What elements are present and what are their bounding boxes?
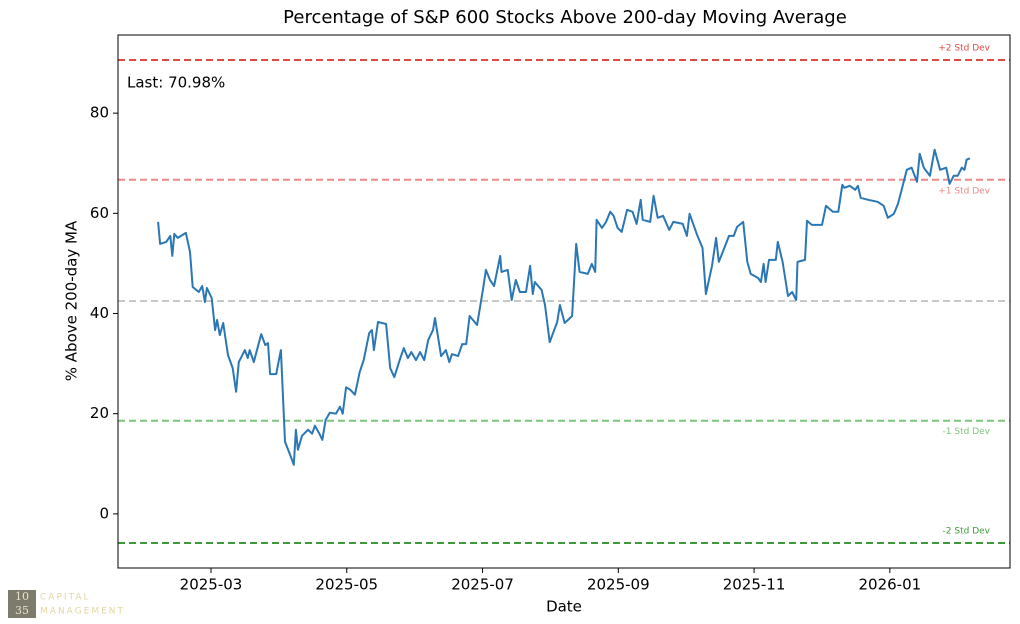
watermark: 10 35 CAPITAL MANAGEMENT	[8, 590, 125, 618]
logo-bottom: 35	[15, 604, 29, 617]
x-axis-label: Date	[546, 598, 582, 616]
x-tick-label: 2026-01	[859, 576, 922, 594]
x-tick-label: 2025-11	[723, 576, 786, 594]
y-axis-label: % Above 200-day MA	[63, 220, 81, 381]
reference-label: -2 Std Dev	[943, 526, 991, 536]
logo-top: 10	[15, 590, 29, 603]
plot-frame	[117, 34, 1011, 569]
chart-title: Percentage of S&P 600 Stocks Above 200-d…	[283, 7, 847, 28]
y-tick-label: 20	[90, 404, 109, 422]
y-tick-label: 80	[90, 104, 109, 122]
reference-label: +2 Std Dev	[938, 44, 990, 54]
x-tick-label: 2025-03	[180, 576, 243, 594]
logo-box	[8, 590, 36, 618]
x-tick-label: 2025-09	[587, 576, 650, 594]
x-tick-label: 2025-05	[315, 576, 378, 594]
data-line	[157, 148, 971, 466]
reference-label: +1 Std Dev	[938, 186, 990, 196]
watermark-line1: CAPITAL	[40, 593, 91, 603]
watermark-line2: MANAGEMENT	[40, 607, 125, 617]
y-tick-label: 60	[90, 204, 109, 222]
last-value-annotation: Last: 70.98%	[127, 74, 225, 92]
reference-label: -1 Std Dev	[943, 427, 991, 437]
y-tick-label: 0	[99, 504, 109, 522]
x-tick-label: 2025-07	[451, 576, 514, 594]
y-tick-label: 40	[90, 304, 109, 322]
